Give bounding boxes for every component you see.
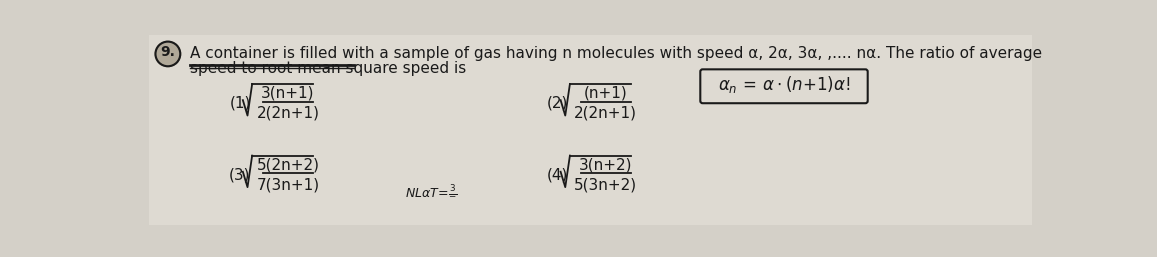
FancyBboxPatch shape: [700, 69, 868, 103]
Text: (2): (2): [547, 96, 568, 111]
Text: 5(2n+2): 5(2n+2): [257, 157, 319, 172]
Text: 3(n+2): 3(n+2): [578, 157, 633, 172]
Text: 2(2n+1): 2(2n+1): [574, 106, 638, 121]
Text: (1): (1): [229, 96, 251, 111]
Text: 7(3n+1): 7(3n+1): [257, 177, 319, 192]
Text: 3(n+1): 3(n+1): [261, 86, 315, 101]
Text: (n+1): (n+1): [584, 86, 627, 101]
Text: 5(3n+2): 5(3n+2): [574, 177, 638, 192]
Text: $NL\alpha T\!=\!\frac{3}{-}$: $NL\alpha T\!=\!\frac{3}{-}$: [405, 184, 458, 199]
Text: speed to root mean square speed is: speed to root mean square speed is: [190, 61, 466, 76]
Circle shape: [155, 42, 180, 66]
Text: (4): (4): [547, 167, 568, 182]
Text: (3): (3): [229, 167, 251, 182]
Text: $\alpha_n\,=\,\alpha\cdot(n{+}1)\alpha!$: $\alpha_n\,=\,\alpha\cdot(n{+}1)\alpha!$: [717, 74, 850, 95]
Text: 2(2n+1): 2(2n+1): [257, 106, 319, 121]
Text: 9.: 9.: [161, 45, 176, 59]
Text: A container is filled with a sample of gas having n molecules with speed α, 2α, : A container is filled with a sample of g…: [190, 46, 1041, 61]
